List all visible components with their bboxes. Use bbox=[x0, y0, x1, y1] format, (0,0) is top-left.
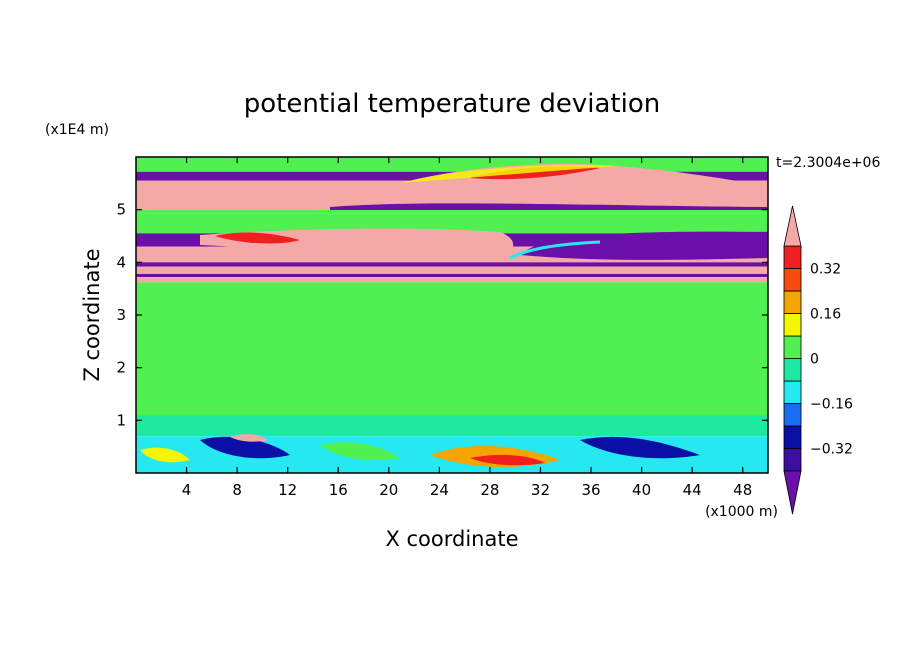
mid-green-patch-5 bbox=[520, 380, 660, 396]
right-purple-bulge bbox=[520, 231, 768, 260]
colorbar-max-triangle bbox=[783, 205, 802, 247]
colorbar-label: 0.16 bbox=[810, 307, 841, 323]
y-tick-label: 1 bbox=[116, 411, 126, 429]
colorbar-cell bbox=[783, 245, 802, 269]
y-tick-label: 3 bbox=[116, 306, 126, 324]
mid-green-patch-4 bbox=[220, 372, 400, 390]
x-tick-label: 40 bbox=[632, 481, 651, 499]
y-tick-label: 5 bbox=[116, 201, 126, 219]
colorbar-cell bbox=[783, 313, 802, 337]
contour-band-4 bbox=[136, 213, 768, 234]
colorbar-cell bbox=[783, 380, 802, 404]
contour-band-8 bbox=[136, 266, 768, 274]
x-tick-label: 16 bbox=[329, 481, 348, 499]
lower-yellow-eddy bbox=[140, 447, 190, 463]
x-unit-label: (x1000 m) bbox=[705, 504, 778, 520]
y-tick-label: 2 bbox=[116, 359, 126, 377]
mid-green-patch-3 bbox=[600, 300, 750, 324]
lower-green-patch bbox=[320, 442, 400, 461]
colorbar-cell bbox=[783, 425, 802, 449]
colorbar-label: −0.16 bbox=[810, 397, 853, 413]
lower-blue-eddies-left bbox=[200, 436, 290, 459]
lower-blue-eddies-right bbox=[580, 436, 700, 459]
x-tick-label: 8 bbox=[232, 481, 242, 499]
colorbar-min-triangle bbox=[783, 470, 802, 515]
time-label: t=2.3004e+06 bbox=[776, 155, 880, 171]
y-unit-label: (x1E4 m) bbox=[45, 122, 109, 138]
x-tick-label: 44 bbox=[683, 481, 702, 499]
x-axis-label: X coordinate bbox=[385, 527, 518, 551]
contour-band-0 bbox=[136, 157, 768, 172]
contour-features bbox=[136, 163, 768, 473]
contour-band-12 bbox=[136, 415, 768, 437]
x-tick-label: 24 bbox=[430, 481, 449, 499]
x-axis: 4 8 12 16 20 24 28 32 36 40 44 48 bbox=[182, 157, 752, 499]
upper-yellow-edge bbox=[400, 164, 620, 183]
y-tick-label: 4 bbox=[116, 253, 126, 271]
contour-band-9 bbox=[136, 273, 768, 278]
x-tick-label: 20 bbox=[379, 481, 398, 499]
y-axis: 1 2 3 4 5 bbox=[116, 201, 768, 429]
colorbar-cell bbox=[783, 403, 802, 427]
mid-cyan-rim bbox=[509, 240, 601, 260]
purple-wedge bbox=[330, 203, 768, 210]
colorbar-cell bbox=[783, 448, 802, 472]
colorbar-label: 0 bbox=[810, 352, 819, 368]
colorbar-cell bbox=[783, 268, 802, 292]
colorbar-cell bbox=[783, 358, 802, 382]
chart-title: potential temperature deviation bbox=[244, 89, 660, 119]
x-tick-label: 12 bbox=[278, 481, 297, 499]
mid-red-swirl bbox=[215, 232, 300, 244]
contour-band-3 bbox=[136, 209, 768, 214]
contour-band-7 bbox=[136, 262, 768, 267]
colorbar-label: −0.32 bbox=[810, 442, 853, 458]
mid-green-patch-2 bbox=[330, 290, 440, 310]
x-tick-label: 48 bbox=[733, 481, 752, 499]
x-tick-label: 28 bbox=[480, 481, 499, 499]
lower-red-patch bbox=[470, 454, 545, 466]
y-axis-label: Z coordinate bbox=[80, 248, 104, 381]
contour-band-10 bbox=[136, 277, 768, 283]
colorbar: 0.32 0.16 0 −0.16 −0.32 bbox=[783, 205, 853, 515]
lower-pink-eddy bbox=[230, 434, 268, 442]
colorbar-cell bbox=[783, 335, 802, 359]
mid-green-patch-1 bbox=[136, 330, 226, 352]
colorbar-cell bbox=[783, 290, 802, 314]
x-tick-label: 36 bbox=[581, 481, 600, 499]
x-tick-label: 4 bbox=[182, 481, 192, 499]
x-tick-label: 32 bbox=[531, 481, 550, 499]
colorbar-label: 0.32 bbox=[810, 262, 841, 278]
